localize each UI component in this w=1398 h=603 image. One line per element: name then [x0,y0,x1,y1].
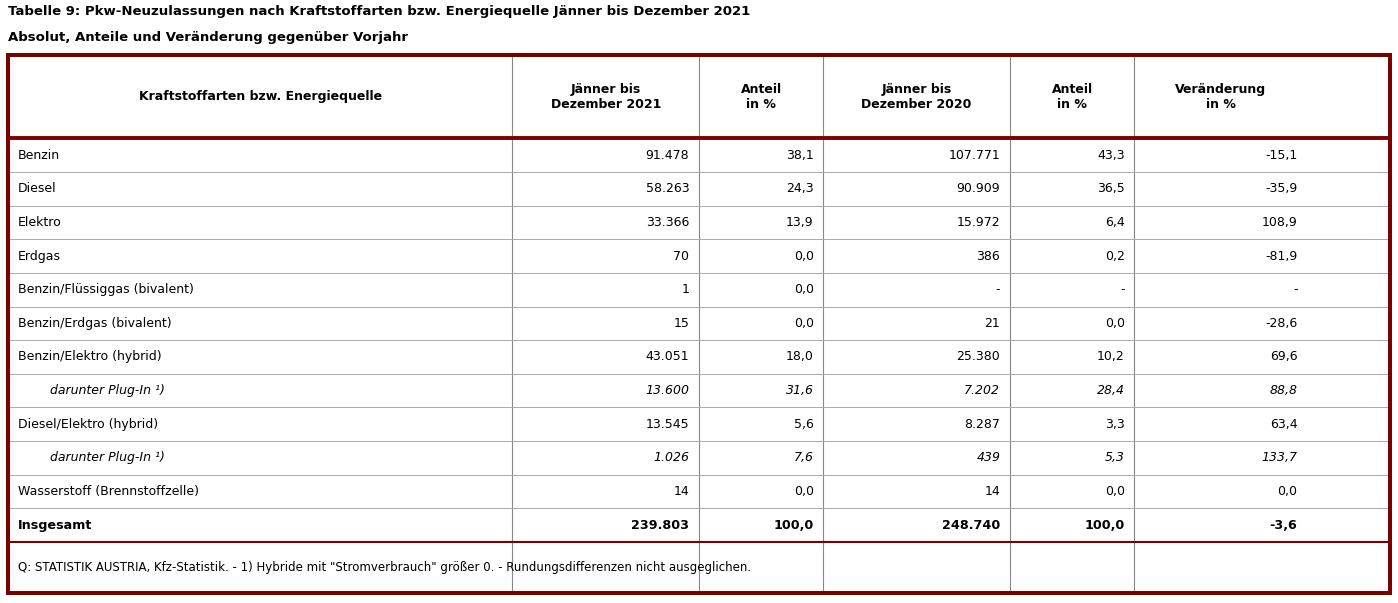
Text: 69,6: 69,6 [1269,350,1297,364]
Text: -: - [1120,283,1124,296]
Text: Jänner bis
Dezember 2021: Jänner bis Dezember 2021 [551,83,661,111]
Text: 15: 15 [674,317,689,330]
Text: 13.600: 13.600 [646,384,689,397]
Text: 14: 14 [674,485,689,498]
Bar [8,55,1390,593]
Text: 0,2: 0,2 [1104,250,1124,262]
Text: Benzin: Benzin [18,149,60,162]
Bar [8,55,1390,593]
Text: -28,6: -28,6 [1265,317,1297,330]
Text: Jänner bis
Dezember 2020: Jänner bis Dezember 2020 [861,83,972,111]
Text: 13.545: 13.545 [646,418,689,431]
Text: 43.051: 43.051 [646,350,689,364]
Text: Benzin/Erdgas (bivalent): Benzin/Erdgas (bivalent) [18,317,172,330]
Text: Tabelle 9: Pkw-Neuzulassungen nach Kraftstoffarten bzw. Energiequelle Jänner bis: Tabelle 9: Pkw-Neuzulassungen nach Kraft… [8,5,751,18]
Text: 43,3: 43,3 [1097,149,1124,162]
Text: 239.803: 239.803 [632,519,689,532]
Text: 21: 21 [984,317,1001,330]
Text: 0,0: 0,0 [794,250,814,262]
Text: Diesel/Elektro (hybrid): Diesel/Elektro (hybrid) [18,418,158,431]
Text: 5,3: 5,3 [1104,451,1124,464]
Text: Benzin/Elektro (hybrid): Benzin/Elektro (hybrid) [18,350,161,364]
Text: 108,9: 108,9 [1261,216,1297,229]
Text: darunter Plug-In ¹): darunter Plug-In ¹) [38,384,165,397]
Text: 0,0: 0,0 [794,317,814,330]
Text: Wasserstoff (Brennstoffzelle): Wasserstoff (Brennstoffzelle) [18,485,199,498]
Text: Erdgas: Erdgas [18,250,60,262]
Text: 5,6: 5,6 [794,418,814,431]
Text: 107.771: 107.771 [948,149,1001,162]
Text: 10,2: 10,2 [1097,350,1124,364]
Text: 0,0: 0,0 [794,283,814,296]
Text: 439: 439 [976,451,1001,464]
Text: 25.380: 25.380 [956,350,1001,364]
Text: Anteil
in %: Anteil in % [1051,83,1093,111]
Text: Veränderung
in %: Veränderung in % [1176,83,1267,111]
Text: -81,9: -81,9 [1265,250,1297,262]
Text: 38,1: 38,1 [786,149,814,162]
Text: Anteil
in %: Anteil in % [741,83,781,111]
Text: 133,7: 133,7 [1261,451,1297,464]
Text: Benzin/Flüssiggas (bivalent): Benzin/Flüssiggas (bivalent) [18,283,193,296]
Text: Diesel: Diesel [18,182,56,195]
Text: -3,6: -3,6 [1269,519,1297,532]
Text: 91.478: 91.478 [646,149,689,162]
Text: 88,8: 88,8 [1269,384,1297,397]
Text: Insgesamt: Insgesamt [18,519,92,532]
Text: 386: 386 [977,250,1001,262]
Text: 248.740: 248.740 [942,519,1001,532]
Text: Kraftstoffarten bzw. Energiequelle: Kraftstoffarten bzw. Energiequelle [138,90,382,103]
Text: 36,5: 36,5 [1097,182,1124,195]
Text: 24,3: 24,3 [786,182,814,195]
Text: 28,4: 28,4 [1096,384,1124,397]
Text: 100,0: 100,0 [773,519,814,532]
Text: 14: 14 [984,485,1001,498]
Text: Q: STATISTIK AUSTRIA, Kfz-Statistik. - 1) Hybride mit "Stromverbrauch" größer 0.: Q: STATISTIK AUSTRIA, Kfz-Statistik. - 1… [18,561,751,574]
Text: 100,0: 100,0 [1085,519,1124,532]
Text: -15,1: -15,1 [1265,149,1297,162]
Text: 70: 70 [674,250,689,262]
Text: 7.202: 7.202 [965,384,1001,397]
Text: -: - [995,283,1001,296]
Text: 63,4: 63,4 [1269,418,1297,431]
Text: Elektro: Elektro [18,216,62,229]
Text: 1: 1 [681,283,689,296]
Text: 90.909: 90.909 [956,182,1001,195]
Text: 0,0: 0,0 [1104,485,1124,498]
Text: 1.026: 1.026 [653,451,689,464]
Text: 8.287: 8.287 [965,418,1001,431]
Text: 31,6: 31,6 [786,384,814,397]
Text: 0,0: 0,0 [1104,317,1124,330]
Text: 0,0: 0,0 [1278,485,1297,498]
Text: -35,9: -35,9 [1265,182,1297,195]
Text: 33.366: 33.366 [646,216,689,229]
Text: darunter Plug-In ¹): darunter Plug-In ¹) [38,451,165,464]
Text: -: - [1293,283,1297,296]
Text: 7,6: 7,6 [794,451,814,464]
Text: 18,0: 18,0 [786,350,814,364]
Text: 6,4: 6,4 [1104,216,1124,229]
Text: 15.972: 15.972 [956,216,1001,229]
Text: 13,9: 13,9 [786,216,814,229]
Text: 58.263: 58.263 [646,182,689,195]
Text: Absolut, Anteile und Veränderung gegenüber Vorjahr: Absolut, Anteile und Veränderung gegenüb… [8,31,408,44]
Text: 0,0: 0,0 [794,485,814,498]
Text: 3,3: 3,3 [1104,418,1124,431]
